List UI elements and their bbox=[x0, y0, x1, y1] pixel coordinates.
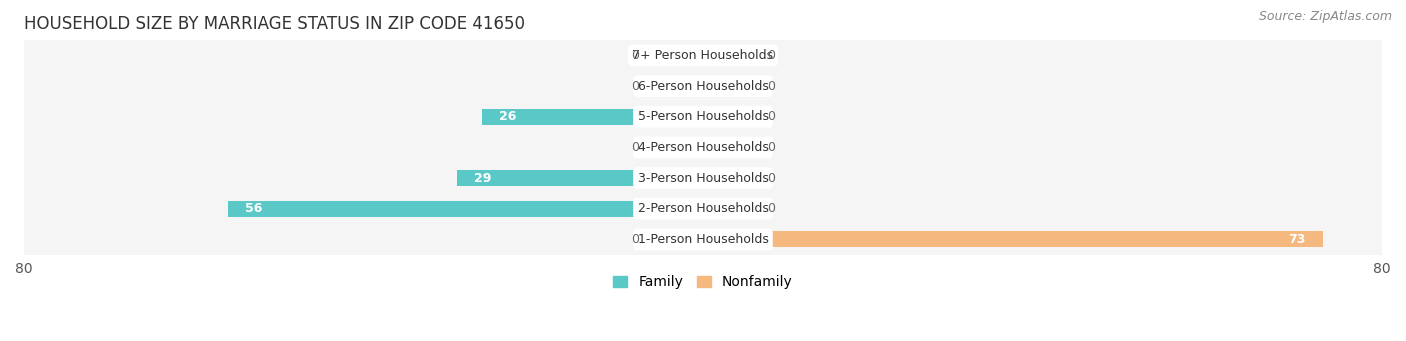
Bar bbox=[228, 201, 703, 217]
Bar bbox=[703, 201, 754, 217]
Bar bbox=[652, 139, 703, 155]
FancyBboxPatch shape bbox=[24, 56, 1382, 116]
Text: 0: 0 bbox=[766, 141, 775, 154]
FancyBboxPatch shape bbox=[24, 87, 1382, 147]
Bar bbox=[457, 170, 703, 186]
Text: 0: 0 bbox=[766, 202, 775, 215]
Bar bbox=[703, 109, 754, 125]
Bar bbox=[652, 78, 703, 94]
Text: 6-Person Households: 6-Person Households bbox=[637, 79, 769, 93]
Text: 0: 0 bbox=[766, 110, 775, 123]
Text: 29: 29 bbox=[474, 172, 491, 184]
Text: 0: 0 bbox=[631, 79, 640, 93]
Text: 7+ Person Households: 7+ Person Households bbox=[633, 49, 773, 62]
Bar bbox=[703, 232, 1323, 247]
FancyBboxPatch shape bbox=[24, 88, 1382, 146]
FancyBboxPatch shape bbox=[24, 117, 1382, 177]
Text: 5-Person Households: 5-Person Households bbox=[637, 110, 769, 123]
FancyBboxPatch shape bbox=[24, 149, 1382, 207]
Bar bbox=[703, 170, 754, 186]
FancyBboxPatch shape bbox=[24, 210, 1382, 268]
Bar bbox=[652, 232, 703, 247]
Text: 0: 0 bbox=[631, 233, 640, 246]
Text: 4-Person Households: 4-Person Households bbox=[637, 141, 769, 154]
Text: 2-Person Households: 2-Person Households bbox=[637, 202, 769, 215]
FancyBboxPatch shape bbox=[24, 118, 1382, 177]
FancyBboxPatch shape bbox=[24, 25, 1382, 86]
Legend: Family, Nonfamily: Family, Nonfamily bbox=[607, 270, 799, 295]
Bar bbox=[703, 78, 754, 94]
FancyBboxPatch shape bbox=[24, 148, 1382, 208]
Text: 1-Person Households: 1-Person Households bbox=[637, 233, 769, 246]
Bar bbox=[703, 47, 754, 63]
Text: 0: 0 bbox=[766, 79, 775, 93]
FancyBboxPatch shape bbox=[24, 180, 1382, 238]
Text: 0: 0 bbox=[631, 141, 640, 154]
FancyBboxPatch shape bbox=[24, 26, 1382, 85]
FancyBboxPatch shape bbox=[24, 209, 1382, 269]
Bar bbox=[703, 139, 754, 155]
Text: 0: 0 bbox=[766, 172, 775, 184]
Bar bbox=[652, 47, 703, 63]
Text: 0: 0 bbox=[631, 49, 640, 62]
FancyBboxPatch shape bbox=[24, 57, 1382, 115]
Text: 0: 0 bbox=[766, 49, 775, 62]
FancyBboxPatch shape bbox=[24, 179, 1382, 239]
Text: 3-Person Households: 3-Person Households bbox=[637, 172, 769, 184]
Text: 56: 56 bbox=[245, 202, 262, 215]
Text: 73: 73 bbox=[1288, 233, 1306, 246]
Text: HOUSEHOLD SIZE BY MARRIAGE STATUS IN ZIP CODE 41650: HOUSEHOLD SIZE BY MARRIAGE STATUS IN ZIP… bbox=[24, 15, 524, 33]
Text: Source: ZipAtlas.com: Source: ZipAtlas.com bbox=[1258, 10, 1392, 23]
Bar bbox=[482, 109, 703, 125]
Text: 26: 26 bbox=[499, 110, 516, 123]
